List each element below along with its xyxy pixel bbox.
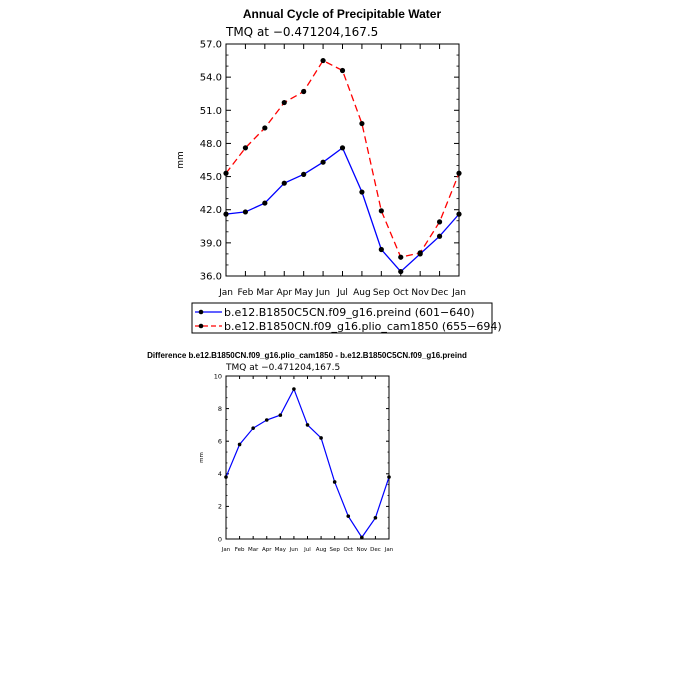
legend-marker [198, 309, 204, 315]
x-tick-label: May [294, 288, 313, 298]
data-point [378, 208, 384, 214]
legend-entry-2: b.e12.B1850CN.f09_g16.plio_cam1850 (655−… [224, 320, 502, 333]
y-axis-label: mm [199, 452, 205, 463]
x-tick-label: Aug [353, 288, 371, 298]
x-tick-label: May [275, 547, 287, 553]
y-tick-label: 36.0 [200, 272, 222, 283]
data-point [242, 145, 249, 151]
x-tick-label: Apr [262, 547, 272, 553]
plot-frame [225, 375, 390, 540]
x-tick-label: Sep [373, 288, 390, 298]
data-point [398, 268, 404, 275]
legend-entry-1: b.e12.B1850C5CN.f09_g16.preind (601−640) [224, 306, 475, 319]
chart-title: Annual Cycle of Precipitable Water [243, 7, 442, 21]
x-tick-label: Mar [248, 547, 259, 553]
data-point [264, 418, 269, 422]
x-tick-label: Oct [343, 547, 353, 553]
y-tick-label: 51.0 [200, 106, 222, 117]
chart-subtitle: TMQ at −0.471204,167.5 [225, 363, 340, 373]
data-point [359, 189, 365, 195]
data-point [387, 475, 391, 479]
data-point [346, 514, 351, 518]
data-point [359, 120, 365, 127]
y-tick-label: 0 [218, 535, 222, 543]
x-tick-label: Jan [451, 288, 466, 298]
y-tick-label: 48.0 [200, 139, 222, 150]
data-point [320, 57, 326, 64]
data-point [305, 423, 310, 427]
x-tick-label: Sep [329, 547, 340, 553]
x-tick-label: Oct [393, 288, 409, 298]
data-point [278, 413, 283, 417]
plot-frame [225, 43, 460, 277]
data-point [319, 436, 323, 440]
data-point [436, 219, 443, 225]
x-tick-label: Dec [370, 547, 381, 553]
data-point [262, 200, 268, 206]
data-point [436, 233, 443, 239]
data-point [292, 387, 296, 391]
data-point [224, 475, 228, 479]
x-tick-label: Jun [315, 288, 330, 298]
data-point [398, 254, 404, 260]
data-point [456, 170, 462, 176]
legend-box [191, 302, 493, 334]
x-tick-label: Jan [221, 547, 231, 553]
chart-subtitle: TMQ at −0.471204,167.5 [225, 25, 378, 39]
data-point [373, 516, 378, 520]
data-point [378, 246, 384, 253]
data-point [301, 88, 307, 95]
x-tick-label: Apr [276, 288, 292, 298]
y-tick-label: 4 [218, 470, 222, 478]
x-tick-label: Jun [289, 547, 299, 553]
y-tick-label: 45.0 [200, 172, 222, 183]
series-line-1 [225, 387, 390, 539]
data-point [223, 211, 229, 217]
data-point [242, 209, 249, 215]
x-tick-label: Feb [235, 547, 245, 553]
data-point [251, 426, 255, 430]
data-point [332, 480, 337, 484]
data-point [223, 170, 229, 176]
data-point [281, 180, 287, 186]
x-tick-label: Aug [316, 547, 327, 553]
y-tick-label: 2 [218, 503, 222, 511]
y-tick-label: 57.0 [200, 40, 222, 51]
x-tick-label: Jul [303, 547, 311, 553]
y-tick-label: 39.0 [200, 238, 222, 249]
legend-marker [198, 323, 204, 329]
data-point [456, 211, 462, 217]
data-point [320, 159, 326, 165]
x-tick-label: Feb [237, 288, 253, 298]
data-point [360, 535, 364, 540]
y-tick-label: 8 [218, 405, 222, 413]
data-point [237, 442, 242, 447]
data-point [281, 99, 287, 106]
series-line-2 [225, 59, 460, 258]
y-tick-label: 42.0 [200, 205, 222, 216]
y-tick-label: 6 [218, 437, 222, 445]
data-point [262, 125, 268, 131]
data-point [301, 171, 307, 177]
y-axis-label: mm [176, 151, 186, 169]
x-tick-label: Nov [356, 547, 367, 553]
x-tick-label: Jan [384, 547, 394, 553]
x-tick-label: Jul [336, 288, 348, 298]
x-tick-label: Dec [431, 288, 448, 298]
x-tick-label: Mar [256, 288, 273, 298]
x-tick-label: Nov [411, 288, 429, 298]
series-line-1 [225, 146, 460, 273]
x-tick-label: Jan [218, 288, 233, 298]
data-point [417, 250, 423, 256]
data-point [339, 145, 346, 151]
y-tick-label: 54.0 [200, 73, 222, 84]
chart-title: Difference b.e12.B1850CN.f09_g16.plio_ca… [147, 351, 467, 360]
y-tick-label: 10 [214, 372, 222, 380]
data-point [339, 67, 346, 74]
